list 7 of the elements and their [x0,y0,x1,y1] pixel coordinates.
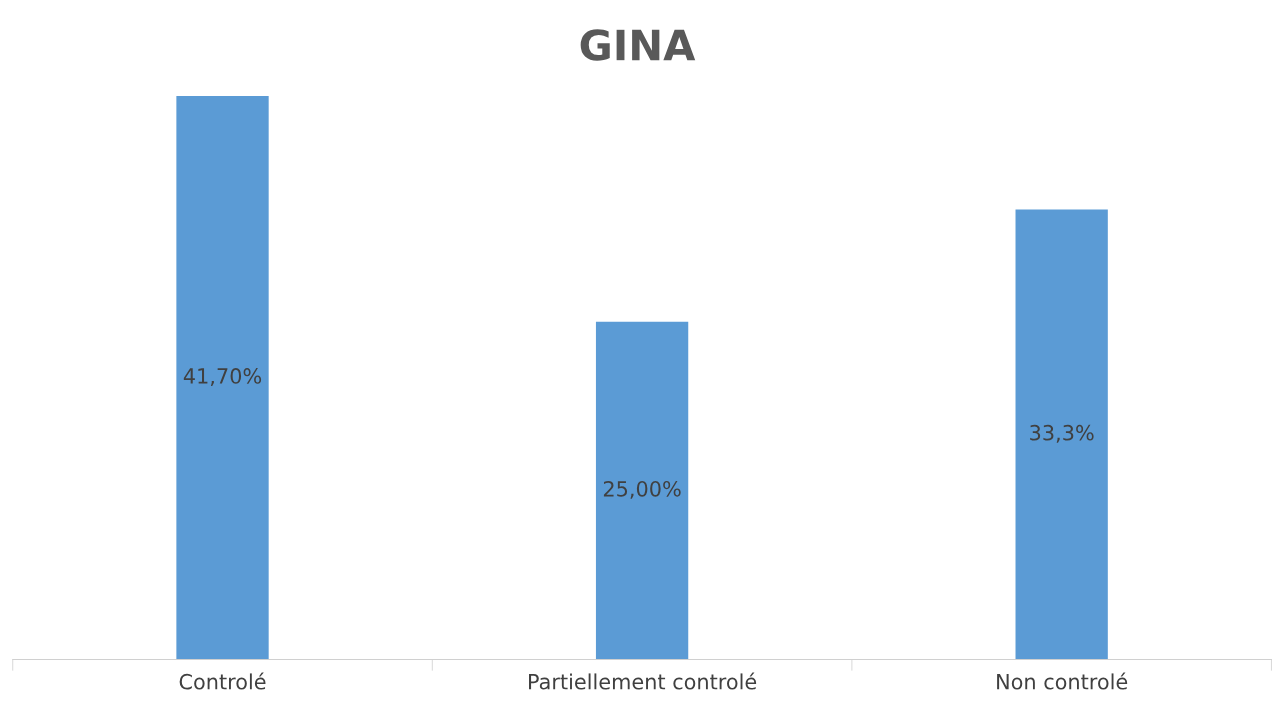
chart-title: GINA [580,29,696,61]
data-label: 25,00% [603,480,681,499]
data-label: 41,70% [183,368,262,386]
data-label: 33,3% [1030,424,1094,443]
x-tick-label: Non controlé [997,672,1128,690]
x-tick-label: Partiellement controlé [529,672,757,690]
x-tick-label: Controlé [179,672,266,690]
